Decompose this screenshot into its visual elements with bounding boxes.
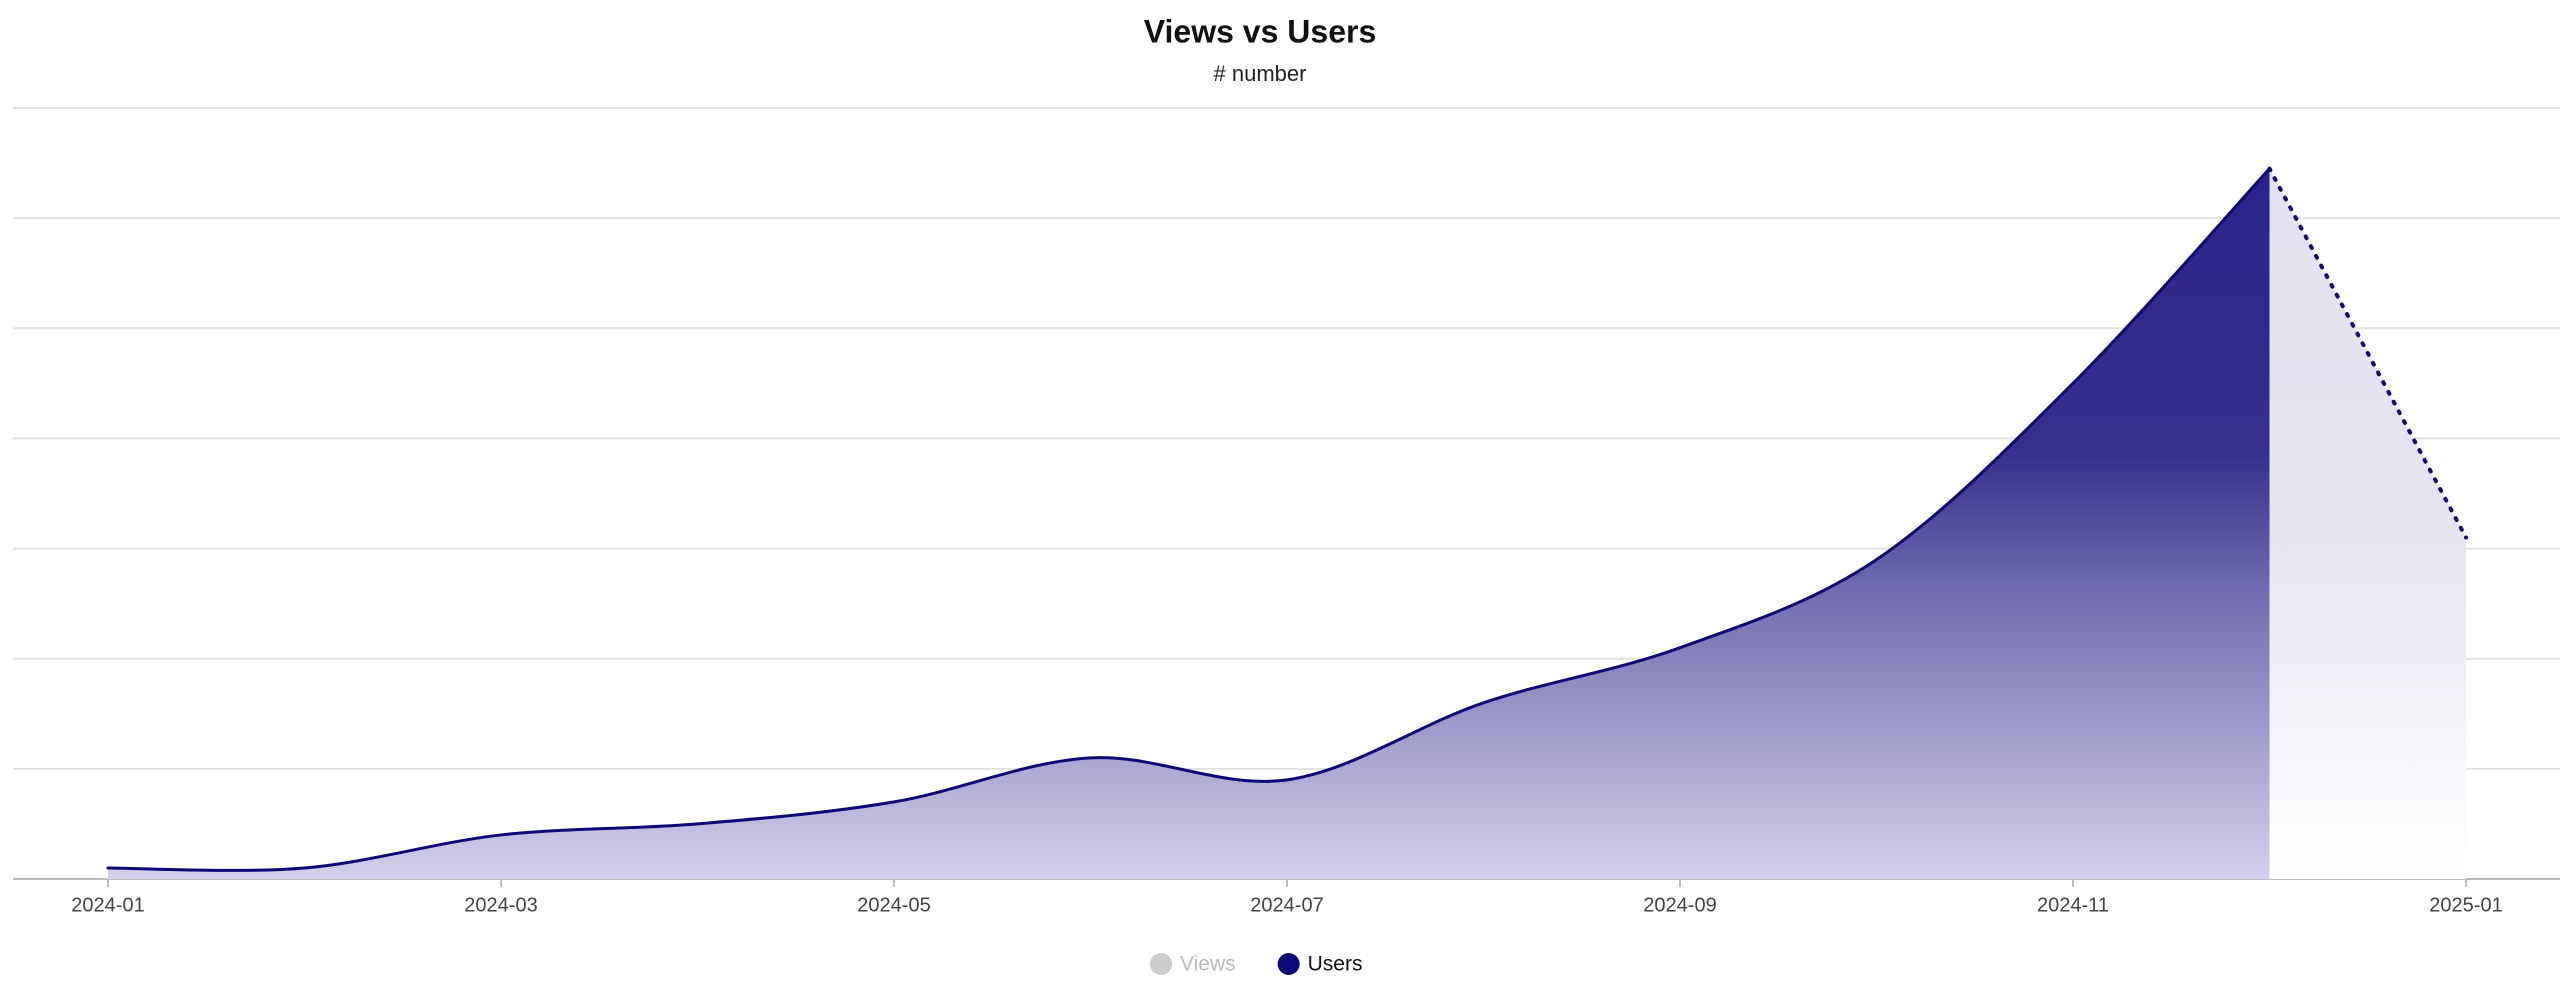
x-tick-label: 2024-11 xyxy=(2037,894,2109,916)
legend-marker xyxy=(1150,953,1172,975)
x-tick-label: 2024-07 xyxy=(1250,894,1323,916)
x-tick-label: 2024-01 xyxy=(71,894,144,916)
legend-label[interactable]: Views xyxy=(1180,953,1236,976)
area-line xyxy=(106,167,2271,872)
x-tick-label: 2025-01 xyxy=(2429,894,2502,916)
chart-subtitle: # number xyxy=(1214,61,1307,86)
x-tick-label: 2024-03 xyxy=(464,894,537,916)
chart-title: Views vs Users xyxy=(1144,13,1376,49)
legend-label[interactable]: Users xyxy=(1308,953,1363,976)
x-tick-label: 2024-09 xyxy=(1643,894,1716,916)
x-tick-label: 2024-05 xyxy=(857,894,930,916)
area-fill xyxy=(2269,168,2466,880)
legend-marker xyxy=(1277,953,1300,975)
forecast-line xyxy=(2267,166,2468,540)
area-fill xyxy=(108,168,2270,880)
